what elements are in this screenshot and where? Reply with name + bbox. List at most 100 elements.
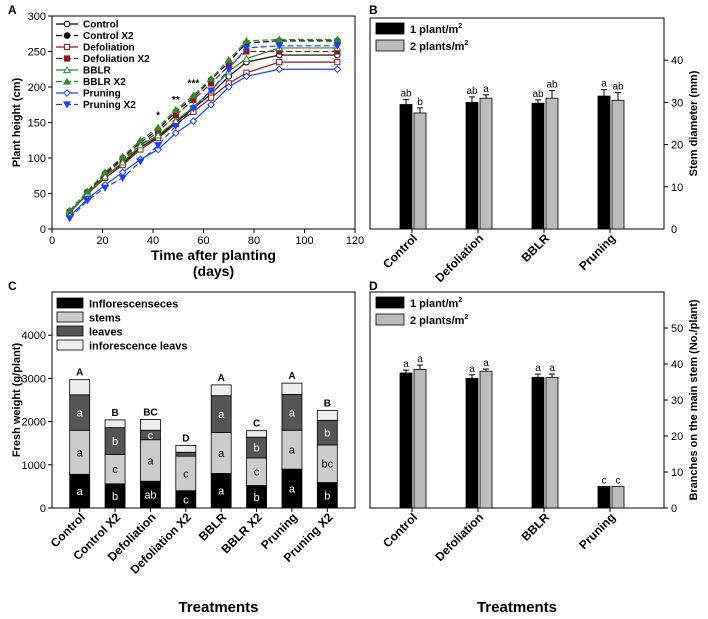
legend-entry-text: 2 plants/m	[410, 41, 465, 53]
data-point	[65, 215, 74, 223]
data-point	[171, 122, 180, 131]
segment-significance-letter: b	[254, 492, 260, 504]
stacked-bar-segment	[175, 451, 197, 457]
segment-significance-letter: c	[254, 467, 260, 479]
segment-significance-letter: a	[289, 407, 296, 419]
total-significance-letter: A	[218, 373, 225, 384]
y-tick-label-baseline: 0	[671, 224, 677, 236]
stacked-bar-segment	[281, 382, 303, 395]
y-tick-label: 100	[28, 153, 46, 165]
segment-significance-letter: a	[77, 486, 84, 498]
data-point	[189, 91, 198, 99]
y-tick-label: 20	[671, 140, 683, 152]
significance-annotation: ***	[188, 79, 200, 90]
significance-letter: b	[417, 97, 423, 108]
segment-significance-letter: a	[147, 455, 154, 467]
data-point	[171, 129, 180, 138]
stacked-bar-segment	[140, 419, 161, 431]
panel-a-line-chart: 0 50 100 150 200 250 300 0 20 40 60 80 100 120 Time af…	[11, 11, 364, 279]
data-point	[276, 59, 283, 66]
legend-swatch	[56, 325, 84, 337]
data-point	[153, 131, 163, 139]
segment-significance-letter: c	[112, 464, 118, 476]
data-point	[83, 197, 92, 205]
legend-entry: Defoliation	[83, 43, 135, 54]
x-tick-label: 100	[295, 235, 313, 247]
x-tick-label: BBLR	[196, 510, 230, 544]
x-tick-label: 120	[346, 235, 364, 247]
legend-entry: Inflorescenseces	[89, 299, 178, 311]
segment-significance-letter: a	[77, 408, 84, 420]
y-tick-label: 10	[671, 467, 683, 479]
bar	[479, 370, 493, 509]
legend-swatch	[56, 339, 84, 351]
y-axis-title: Branches on the main stem (No./plant)	[688, 299, 700, 500]
data-point	[224, 66, 233, 74]
significance-letter: a	[549, 363, 555, 374]
data-point	[275, 65, 284, 74]
data-point	[333, 65, 342, 74]
significance-letter: ab	[466, 86, 478, 97]
data-point	[153, 142, 163, 150]
y-tick-label: 30	[671, 97, 683, 109]
data-point	[62, 77, 72, 85]
legend-entry-text: 1 plant/m	[410, 24, 459, 36]
series-pruning-x2	[65, 42, 342, 223]
legend-entry: 2 plants/m2	[410, 40, 468, 53]
data-point	[118, 174, 127, 182]
x-tick-label: Defoliation X2	[127, 510, 194, 577]
data-point	[136, 141, 145, 149]
legend-entry-superscript: 2	[464, 40, 468, 47]
x-tick-label: BBLR	[519, 231, 553, 265]
x-tick-label: 0	[49, 235, 55, 247]
y-tick-label: 50	[34, 189, 46, 201]
panel-label-c: C	[8, 279, 17, 293]
legend-entry: Pruning	[83, 89, 121, 100]
data-point	[242, 44, 251, 52]
legend-swatch	[375, 313, 405, 326]
data-point	[118, 158, 127, 166]
significance-letter: a	[601, 79, 607, 90]
segment-significance-letter: a	[289, 445, 296, 457]
significance-letter: a	[483, 84, 489, 95]
stacked-bar-segment	[69, 379, 91, 396]
bar	[531, 376, 545, 509]
x-tick-label: Defoliation	[432, 231, 486, 285]
legend-entry: Control X2	[83, 31, 134, 42]
data-point	[242, 72, 251, 81]
bar	[611, 485, 625, 509]
bar	[597, 485, 611, 509]
segment-significance-letter: ab	[144, 490, 156, 502]
data-point	[334, 59, 341, 66]
significance-letter: ab	[400, 88, 412, 99]
legend-entry: Defoliation X2	[83, 54, 150, 65]
panel-label-a: A	[8, 3, 17, 17]
y-tick-label: 0	[671, 503, 677, 515]
data-point	[171, 105, 180, 113]
segment-significance-letter: c	[183, 494, 189, 506]
data-point	[136, 158, 145, 166]
panel-b-frame	[369, 17, 665, 230]
legend-entry-superscript: 2	[458, 23, 462, 30]
data-point	[242, 54, 251, 62]
significance-letter: ab	[546, 80, 558, 91]
data-point	[189, 117, 198, 125]
total-significance-letter: C	[253, 419, 260, 430]
segment-significance-letter: b	[112, 436, 118, 448]
x-tick-label: Defoliation	[432, 510, 486, 564]
data-point	[333, 35, 342, 43]
legend-entry: 1 plant/m2	[410, 23, 462, 36]
segment-significance-letter: c	[183, 468, 189, 480]
significance-annotation: *	[156, 111, 160, 122]
x-tick-label: Pruning	[576, 510, 618, 552]
legend-entry-superscript: 2	[458, 297, 462, 304]
y-tick-label: 40	[671, 359, 683, 371]
stacked-bar-segment	[104, 419, 126, 429]
segment-significance-letter: c	[148, 430, 154, 442]
y-tick-label: 0	[40, 503, 46, 515]
data-point	[63, 43, 71, 51]
x-tick-label: 20	[96, 235, 108, 247]
x-tick-label: 60	[197, 235, 209, 247]
bar	[413, 112, 427, 230]
legend-entry: BBLR X2	[83, 77, 126, 88]
